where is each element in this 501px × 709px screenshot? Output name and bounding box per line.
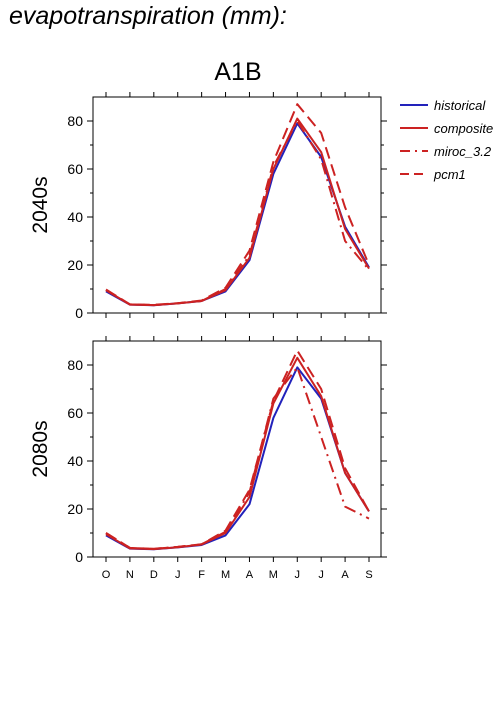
legend-label: historical [434,98,486,113]
series-line-miroc-3-2 [105,120,370,307]
y-tick-label: 0 [75,305,83,321]
x-tick-label: M [269,569,278,581]
x-tick-label: A [341,569,349,581]
x-tick-label: D [150,569,158,581]
y-tick-label: 20 [67,257,83,273]
x-tick-label: N [126,569,134,581]
y-tick-label: 40 [67,209,83,225]
y-tick-label: 80 [67,113,83,129]
panel-2080s: 0 20 40 60 80 O N D J F M A M J J A S 2080s [29,336,387,581]
x-tick-label: J [175,569,181,581]
series-line-historical [105,122,370,307]
series-line-historical [105,366,370,551]
x-tick-label: M [221,569,230,581]
y-axis-label: 2080s [29,420,52,477]
chart-title: A1B [214,58,261,86]
panel-2040s: 0 20 40 60 80 2040s [29,92,387,321]
x-tick-label: J [295,569,301,581]
x-tick-label: F [198,569,205,581]
legend-label: pcm1 [433,167,466,182]
series-line-pcm1 [105,103,370,306]
x-tick-label: O [102,569,111,581]
y-tick-label: 60 [67,405,83,421]
page-title: evapotranspiration (mm): [9,2,287,30]
series-line-composite [105,117,370,307]
legend-label: miroc_3.2 [434,144,492,159]
legend: historical composite miroc_3.2 pcm1 [400,98,493,182]
y-tick-label: 0 [75,549,83,565]
y-tick-label: 80 [67,357,83,373]
y-tick-label: 60 [67,161,83,177]
x-tick-label: A [246,569,254,581]
y-axis-label: 2040s [29,176,52,233]
y-tick-label: 40 [67,453,83,469]
plot-frame [92,340,382,558]
series-line-miroc-3-2 [105,366,370,550]
legend-label: composite [434,121,493,136]
series-line-pcm1 [105,349,370,550]
plot-frame [92,96,382,314]
x-tick-label: S [365,569,372,581]
x-tick-label: J [318,569,324,581]
y-tick-label: 20 [67,501,83,517]
